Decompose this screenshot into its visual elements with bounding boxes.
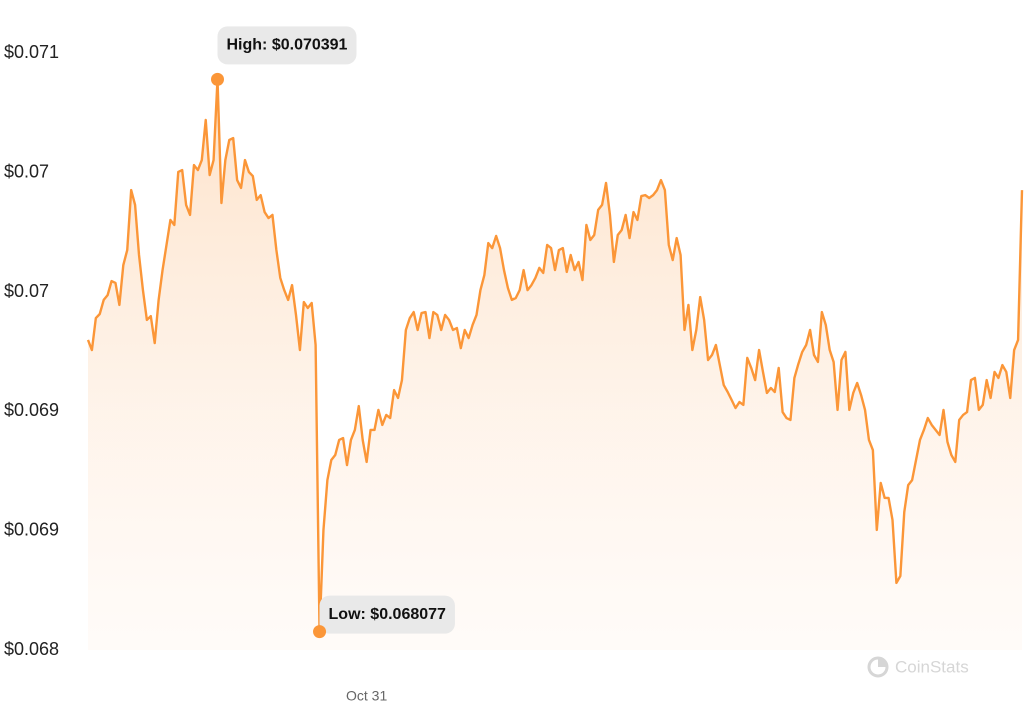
annotation-label: High: $0.070391 xyxy=(227,37,348,54)
y-tick-label: $0.071 xyxy=(4,42,59,62)
annotation-high: High: $0.070391 xyxy=(217,26,357,65)
extreme-point xyxy=(313,625,327,639)
annotation-label: Low: $0.068077 xyxy=(329,606,447,623)
y-tick-label: $0.07 xyxy=(4,281,49,301)
watermark: CoinStats xyxy=(895,657,969,676)
y-tick-label: $0.069 xyxy=(4,519,59,539)
annotation-low: Low: $0.068077 xyxy=(319,595,455,634)
watermark-logo xyxy=(867,656,889,678)
annotation-box xyxy=(319,595,455,634)
y-tick-label: $0.07 xyxy=(4,161,49,181)
area xyxy=(88,79,1022,650)
extreme-point xyxy=(211,72,225,86)
y-tick-label: $0.068 xyxy=(4,639,59,659)
x-tick-label: Oct 31 xyxy=(346,688,387,704)
line xyxy=(86,78,1024,633)
annotation-box xyxy=(217,26,357,65)
y-tick-label: $0.069 xyxy=(4,400,59,420)
